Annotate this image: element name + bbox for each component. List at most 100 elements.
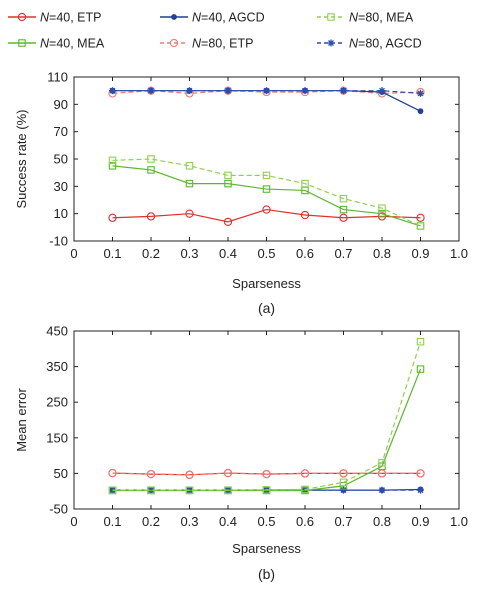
- data-point-n80_mea: [416, 222, 425, 230]
- data-point-n80_agcd: [378, 486, 386, 494]
- data-point-n40_etp: [223, 217, 233, 227]
- data-point-n80_mea: [224, 486, 232, 494]
- data-point-n80_agcd: [263, 87, 270, 95]
- y-tick-label: 110: [47, 70, 68, 85]
- x-tick-label: 0.1: [103, 514, 121, 529]
- data-point-n40_mea: [416, 365, 425, 373]
- x-tick-label: 0.5: [257, 514, 275, 529]
- data-point-n80_mea: [339, 194, 348, 203]
- panel-success-rate: 0 0.1 0.2 0.3 0.4 0.5 0.6 0.7 0.8 0.9 1.0 -10 10 30 50…: [14, 70, 468, 317]
- y-tick-label: 350: [46, 359, 68, 374]
- x-tick-label: 0.3: [180, 514, 198, 529]
- x-tick-label: 0.9: [411, 514, 429, 529]
- data-point-n80_etp: [416, 469, 425, 478]
- data-point-n80_mea: [185, 162, 194, 170]
- data-point-n80_etp: [146, 469, 156, 479]
- data-point-n40_etp: [339, 213, 348, 222]
- y-tick-label: 90: [54, 97, 68, 112]
- data-point-n40_etp: [108, 213, 117, 222]
- legend-marker-n40_agcd: [171, 14, 177, 20]
- x-tick-label: 0.7: [334, 246, 352, 261]
- data-point-n80_mea: [416, 337, 425, 346]
- y-axis-label: Mean error: [14, 388, 29, 452]
- data-point-n80_mea: [262, 171, 271, 180]
- data-point-n80_agcd: [378, 87, 386, 95]
- data-point-n80_agcd: [109, 87, 116, 95]
- data-point-n40_mea: [108, 162, 117, 170]
- y-tick-label: -50: [49, 502, 68, 517]
- legend-marker-n80_mea: [327, 13, 335, 21]
- data-point-n80_mea: [378, 204, 386, 212]
- data-point-n80_agcd: [417, 89, 424, 97]
- legend-marker-n40_etp: [17, 12, 27, 22]
- data-point-n40_etp: [416, 213, 425, 222]
- series-line-n80_mea: [112, 158, 421, 227]
- y-tick-label: 70: [54, 124, 68, 139]
- x-tick-label: 1.0: [450, 514, 468, 529]
- legend-marker-n80_agcd: [327, 39, 335, 47]
- legend-entry-n40_agcd: N=40, AGCD: [192, 11, 265, 25]
- data-point-n80_agcd: [301, 87, 309, 95]
- x-axis-label: Sparseness: [232, 541, 301, 556]
- data-point-n40_mea: [224, 179, 232, 188]
- panel-sublabel: (b): [258, 566, 275, 582]
- data-point-n80_agcd: [186, 87, 193, 95]
- data-point-n40_etp: [185, 209, 194, 218]
- legend-marker-n80_etp: [169, 38, 179, 48]
- data-point-n80_mea: [108, 156, 117, 165]
- data-point-n40_etp: [146, 212, 156, 221]
- series-line-n40_mea: [112, 165, 421, 227]
- series-n40_etp: [108, 205, 425, 227]
- data-point-n40_etp: [300, 210, 310, 220]
- data-point-n80_mea: [108, 486, 117, 494]
- y-tick-label: 50: [54, 152, 68, 167]
- data-point-n40_mea: [147, 166, 155, 174]
- data-point-n80_etp: [223, 468, 233, 478]
- data-point-n80_agcd: [340, 87, 347, 95]
- data-point-n80_mea: [301, 485, 309, 494]
- y-tick-label: 250: [46, 395, 68, 410]
- data-point-n80_etp: [185, 470, 194, 479]
- data-point-n80_etp: [262, 469, 271, 479]
- panel-mean-error: 0 0.1 0.2 0.3 0.4 0.5 0.6 0.7 0.8 0.9 1.0 -50 50 150 2…: [14, 324, 468, 583]
- data-point-n80_mea: [339, 478, 348, 487]
- y-tick-label: -10: [49, 234, 68, 249]
- x-tick-label: 0: [70, 246, 77, 261]
- data-point-n80_etp: [339, 469, 348, 478]
- x-tick-label: 0.5: [257, 246, 275, 261]
- series-n80_agcd: [109, 87, 424, 97]
- data-point-n40_mea: [378, 209, 386, 218]
- data-point-n80_mea: [147, 486, 155, 494]
- legend-entry-n80_etp: N=80, ETP: [192, 37, 254, 51]
- x-tick-label: 0: [70, 514, 77, 529]
- series-line-n40_etp: [112, 208, 421, 223]
- series-n40_mea: [108, 162, 425, 230]
- y-tick-label: 150: [46, 430, 68, 445]
- y-tick-label: 10: [54, 206, 68, 221]
- x-tick-label: 0.2: [142, 514, 160, 529]
- x-tick-label: 0.4: [219, 246, 237, 261]
- series-n80_mea: [108, 155, 425, 230]
- series-line-n80_mea: [112, 341, 422, 491]
- data-point-n80_mea: [147, 155, 155, 163]
- data-point-n40_mea: [262, 185, 271, 193]
- x-tick-label: 0.6: [296, 246, 314, 261]
- y-tick-label: 50: [54, 466, 68, 481]
- x-tick-label: 1.0: [450, 246, 468, 261]
- legend-entry-n80_agcd: N=80, AGCD: [349, 37, 422, 51]
- data-point-n80_agcd: [417, 486, 424, 494]
- series-n80_mea: [108, 337, 425, 494]
- data-point-n80_etp: [108, 468, 117, 478]
- x-tick-label: 0.9: [411, 246, 429, 261]
- x-tick-label: 0.8: [373, 246, 391, 261]
- data-point-n80_mea: [378, 458, 386, 467]
- legend-entry-n80_mea: N=80, MEA: [349, 11, 414, 25]
- plot-frame: [73, 330, 460, 510]
- data-point-n80_mea: [262, 486, 271, 494]
- data-point-n40_mea: [185, 179, 194, 188]
- legend-entry-n40_etp: N=40, ETP: [40, 11, 102, 25]
- data-point-n80_agcd: [340, 486, 347, 494]
- data-point-n80_mea: [185, 486, 194, 494]
- x-tick-label: 0.1: [103, 246, 121, 261]
